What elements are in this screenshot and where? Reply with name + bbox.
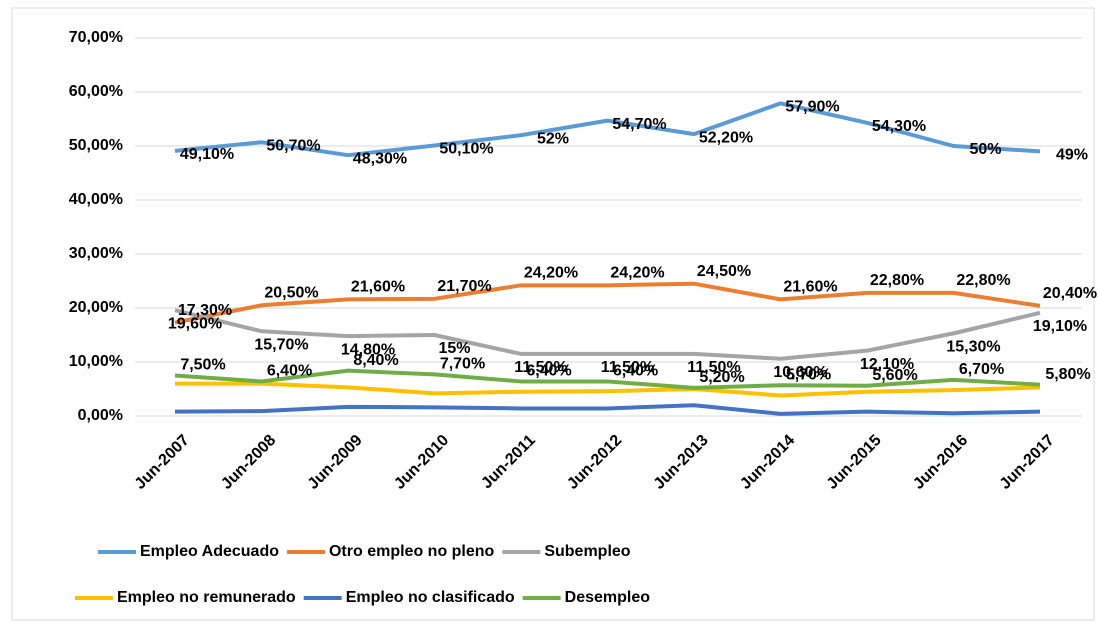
legend-label: Empleo no remunerado <box>117 589 296 606</box>
data-label: 21,60% <box>783 279 837 296</box>
data-label: 11,50% <box>514 359 567 376</box>
data-label: 6,70% <box>959 361 1004 378</box>
legend-label: Desempleo <box>565 589 651 606</box>
data-label: 49,10% <box>180 146 234 163</box>
data-label: 11,50% <box>601 359 654 376</box>
series-line <box>174 403 1041 416</box>
chart-border <box>11 7 1095 621</box>
data-label: 6,40% <box>613 363 658 380</box>
series-line <box>174 281 1041 325</box>
series-line <box>175 381 1041 398</box>
data-label: 49% <box>1056 147 1088 164</box>
data-label: 15,30% <box>946 339 1000 356</box>
data-label: 5,60% <box>872 367 917 384</box>
data-label: 10,60% <box>773 364 827 381</box>
data-label: 5,80% <box>1045 366 1090 383</box>
y-tick-label: 50,00% <box>69 137 123 154</box>
series-line <box>174 308 1041 361</box>
data-label: 11,50% <box>687 359 740 376</box>
data-label: 8,40% <box>353 352 398 369</box>
data-label: 24,50% <box>697 263 751 280</box>
legend-label: Otro empleo no pleno <box>329 543 495 560</box>
data-label: 50% <box>969 141 1001 158</box>
data-label: 7,50% <box>180 357 225 374</box>
data-label: 6,40% <box>267 363 312 380</box>
data-label: 12,10% <box>860 356 914 373</box>
legend-label: Empleo no clasificado <box>346 589 515 606</box>
data-label: 50,70% <box>266 137 320 154</box>
y-tick-label: 60,00% <box>69 83 123 100</box>
y-tick-label: 10,00% <box>69 353 123 370</box>
y-tick-label: 0,00% <box>78 407 123 424</box>
data-label: 5,20% <box>699 369 744 386</box>
data-label: 57,90% <box>785 99 839 116</box>
series-line <box>174 101 1041 158</box>
data-label: 24,20% <box>524 265 578 282</box>
y-tick-label: 40,00% <box>69 191 123 208</box>
y-tick-label: 30,00% <box>69 245 123 262</box>
data-label: 21,70% <box>437 278 491 295</box>
legend-label: Subempleo <box>544 543 630 560</box>
data-label: 50,10% <box>439 141 493 158</box>
data-label: 6,40% <box>526 363 571 380</box>
series-line <box>174 368 1041 390</box>
data-label: 21,60% <box>351 279 405 296</box>
data-label: 52% <box>537 130 569 147</box>
data-label: 15,70% <box>254 336 308 353</box>
data-label: 20,50% <box>264 285 318 302</box>
data-label: 52,20% <box>699 129 753 146</box>
data-label: 24,20% <box>610 265 664 282</box>
data-label: 17,30% <box>178 302 232 319</box>
data-label: 20,40% <box>1043 285 1097 302</box>
data-label: 19,60% <box>168 315 222 332</box>
data-label: 7,70% <box>440 356 485 373</box>
data-label: 19,10% <box>1033 318 1087 335</box>
y-tick-label: 20,00% <box>69 299 123 316</box>
legend-label: Empleo Adecuado <box>140 543 279 560</box>
data-label: 54,30% <box>872 118 926 135</box>
data-label: 48,30% <box>353 150 407 167</box>
data-label: 15% <box>438 340 470 357</box>
data-label: 54,70% <box>612 116 666 133</box>
data-label: 22,80% <box>870 272 924 289</box>
data-label: 5,70% <box>786 366 831 383</box>
data-label: 14,80% <box>341 341 395 358</box>
data-label: 22,80% <box>956 272 1010 289</box>
y-tick-label: 70,00% <box>69 29 123 46</box>
